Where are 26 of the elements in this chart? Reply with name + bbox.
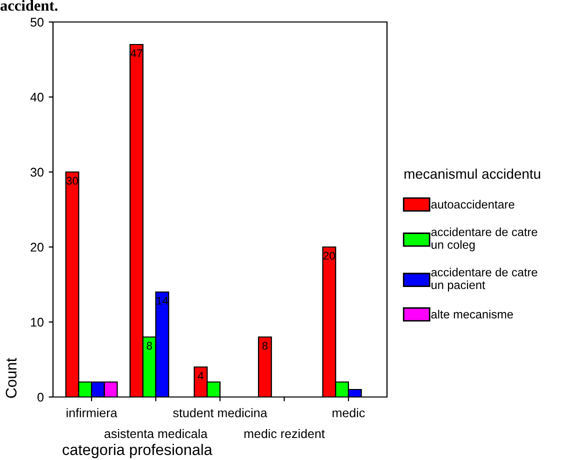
legend-label: accidentare de catre un coleg — [431, 227, 538, 252]
y-tick-label: 50 — [30, 18, 44, 27]
y-tick-label: 10 — [31, 318, 44, 327]
y-tick-label: 0 — [38, 392, 44, 402]
y-tick-label: 40 — [30, 92, 44, 102]
x-tick-label: medic rezident — [244, 428, 325, 438]
x-tick-label: student medicina — [173, 408, 268, 418]
x-axis-title: categoria profesionala — [62, 444, 212, 458]
x-tick-label: infirmiera — [66, 408, 118, 418]
data-label: 8 — [146, 342, 152, 350]
data-label: 14 — [156, 296, 168, 305]
data-label: 47 — [130, 49, 142, 58]
data-label: 4 — [198, 372, 204, 380]
legend-label: autoaccidentare — [431, 200, 514, 209]
data-label: 8 — [262, 342, 268, 350]
data-label: 30 — [66, 176, 78, 185]
chart-title: accident. — [0, 0, 58, 11]
y-axis-title: Count — [6, 358, 17, 398]
x-tick-label: asistenta medicala — [104, 428, 208, 438]
legend-label: alte mecanisme — [431, 310, 513, 318]
data-label: 20 — [324, 252, 335, 260]
x-tick-label: medic — [332, 408, 365, 418]
legend-title: mecanismul accidentu — [404, 168, 540, 179]
legend-label: accidentare de catre un pacient — [431, 268, 538, 292]
y-tick-label: 20 — [30, 242, 44, 252]
y-tick-label: 30 — [30, 168, 44, 177]
